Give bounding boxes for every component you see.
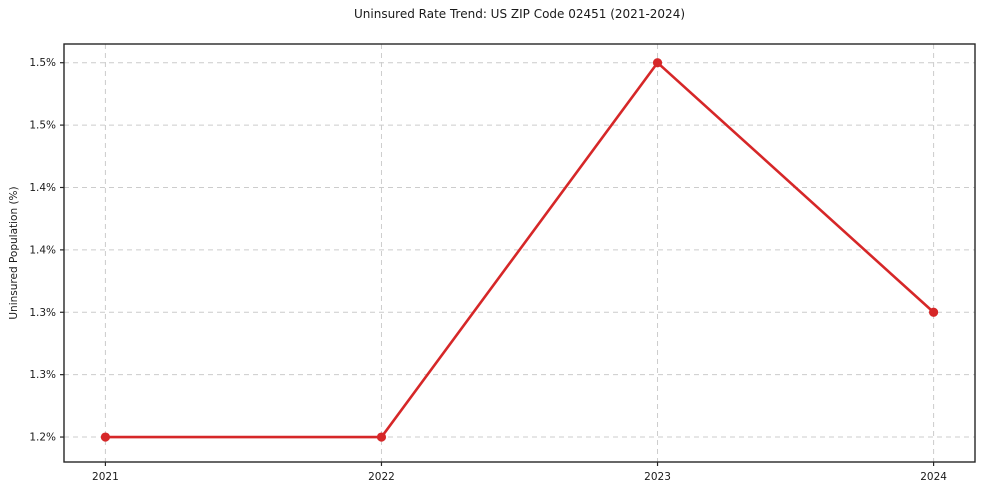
data-point bbox=[376, 432, 387, 442]
y-axis-label: Uninsured Population (%) bbox=[8, 186, 20, 320]
plot-border bbox=[63, 43, 976, 463]
y-tick-label: 1.2% bbox=[29, 432, 56, 444]
data-point bbox=[100, 432, 111, 442]
x-tick-label: 2021 bbox=[92, 471, 119, 483]
y-tick-label: 1.5% bbox=[29, 57, 56, 69]
x-tick-label: 2022 bbox=[368, 471, 395, 483]
y-tick-label: 1.4% bbox=[29, 244, 56, 256]
y-tick-label: 1.3% bbox=[29, 369, 56, 381]
y-tick-label: 1.5% bbox=[29, 120, 56, 132]
data-point bbox=[652, 58, 663, 68]
trend-line bbox=[104, 61, 935, 439]
y-tick-label: 1.3% bbox=[29, 307, 56, 319]
data-point bbox=[928, 307, 939, 317]
y-tick-label: 1.4% bbox=[29, 182, 56, 194]
chart-title: Uninsured Rate Trend: US ZIP Code 02451 … bbox=[353, 7, 686, 21]
x-tick-label: 2024 bbox=[920, 471, 947, 483]
x-tick-label: 2023 bbox=[644, 471, 671, 483]
